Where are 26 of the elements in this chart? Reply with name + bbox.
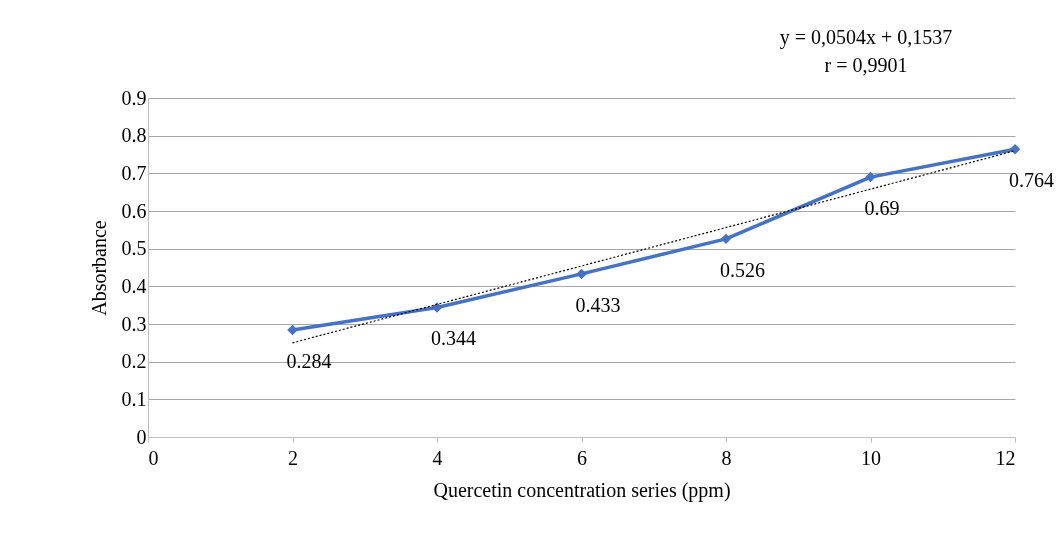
y-tick-label: 0.1 — [121, 387, 147, 410]
data-label: 0.764 — [1009, 169, 1054, 192]
text: y = 0,0504x + 0,1537 — [779, 26, 953, 49]
y-tick-label: 0 — [136, 425, 147, 448]
data-label: 0.69 — [864, 197, 900, 220]
y-tick-label: 0.6 — [121, 199, 147, 222]
x-axis-title: Quercetin concentration series (ppm) — [433, 478, 731, 502]
x-tick-label: 2 — [288, 446, 298, 469]
x-tick-label: 8 — [721, 446, 732, 469]
x-tick-label: 4 — [432, 446, 443, 469]
data-label: 0.526 — [720, 258, 765, 281]
y-tick-label: 0.5 — [121, 237, 147, 260]
y-axis-title: Absorbance — [87, 220, 110, 316]
x-tick-label: 6 — [577, 446, 587, 469]
x-tick-label: 12 — [995, 446, 1016, 469]
y-tick-label: 0.8 — [121, 124, 147, 147]
text: r = 0,9901 — [824, 54, 908, 76]
y-tick-label: 0.4 — [121, 274, 147, 297]
data-label: 0.284 — [286, 350, 332, 373]
y-tick-label: 0.7 — [121, 161, 147, 184]
y-tick-label: 0.9 — [121, 86, 147, 109]
x-tick-label: 10 — [861, 446, 881, 469]
data-label: 0.433 — [575, 293, 621, 316]
y-tick-label: 0.3 — [121, 312, 147, 335]
data-label: 0.344 — [431, 327, 476, 350]
y-tick-label: 0.2 — [121, 350, 147, 373]
